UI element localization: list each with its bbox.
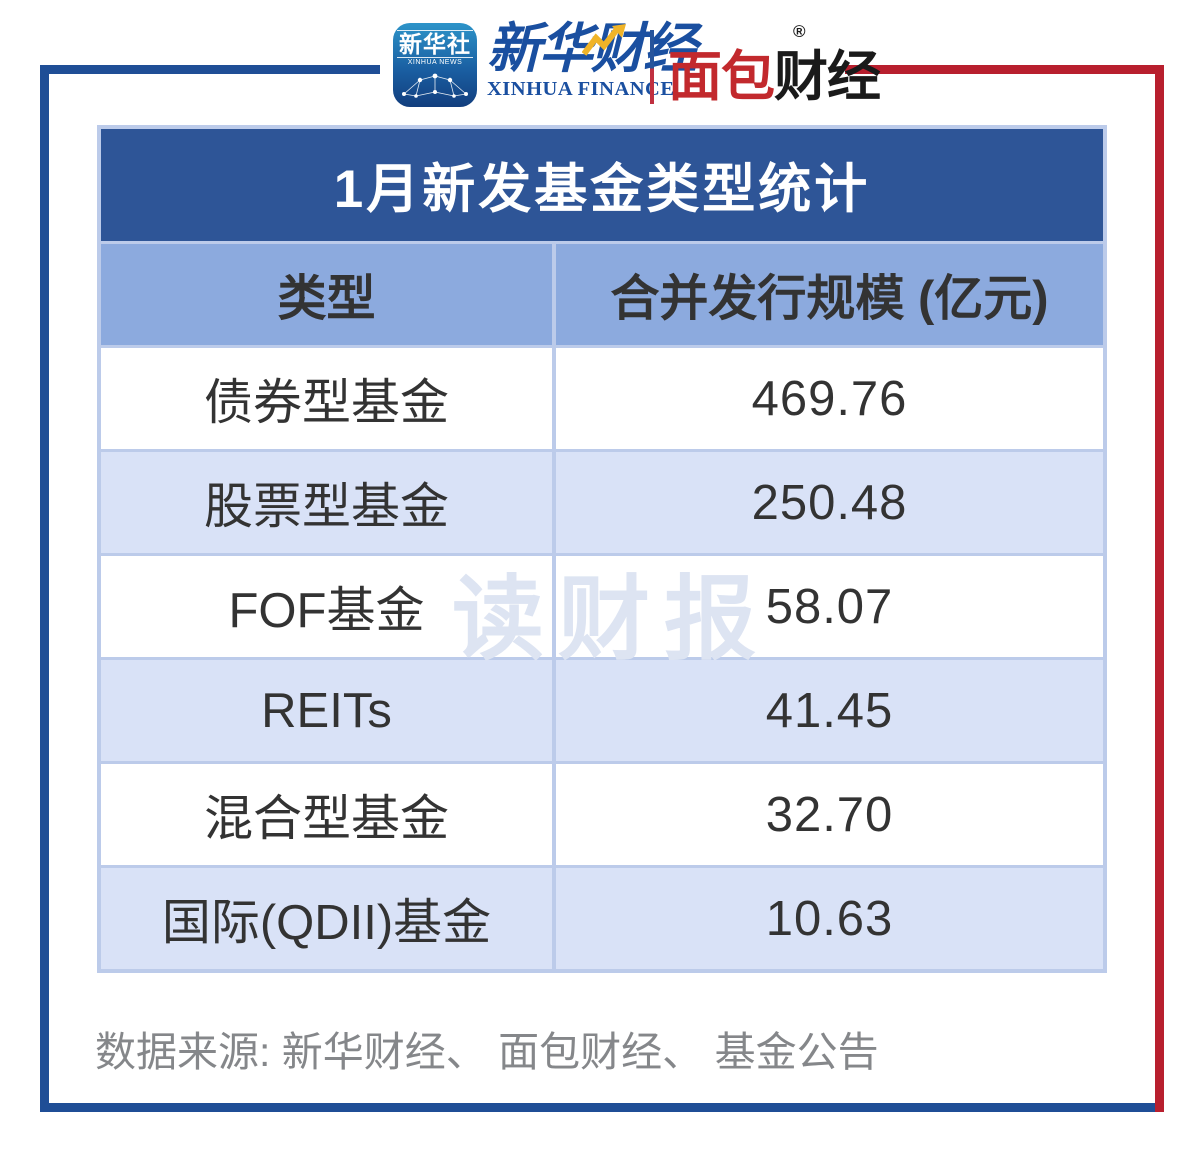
frame-border-top-red <box>845 65 1164 74</box>
table-row: FOF基金 58.07 <box>101 556 1103 657</box>
bread-finance-cn-red: 面包 <box>668 47 775 107</box>
bread-finance-cn-black: 财经 <box>774 47 881 107</box>
fund-value-cell: 41.45 <box>556 660 1103 761</box>
fund-type-table: 1月新发基金类型统计 类型 合并发行规模 (亿元) 债券型基金 469.76 股… <box>97 125 1107 973</box>
bread-finance-logo: 面包财经 ® <box>668 22 881 107</box>
fund-type-cell: 股票型基金 <box>101 452 552 553</box>
frame-border-bottom <box>40 1103 1155 1112</box>
frame-border-top-blue <box>40 65 380 74</box>
frame-border-right <box>1155 65 1164 1112</box>
fund-value-cell: 469.76 <box>556 348 1103 449</box>
table-row: 股票型基金 250.48 <box>101 452 1103 553</box>
fund-value-cell: 32.70 <box>556 764 1103 865</box>
registered-trademark-icon: ® <box>793 22 806 41</box>
table-row: REITs 41.45 <box>101 660 1103 761</box>
xinhua-finance-en-label: XINHUA FINANCE <box>487 78 675 100</box>
fund-type-cell: 债券型基金 <box>101 348 552 449</box>
table-row: 国际(QDII)基金 10.63 <box>101 868 1103 969</box>
logo-bar: 新华社 XINHUA NEWS 新华财经 XINHUA FINANCE <box>0 0 1204 115</box>
fund-value-cell: 58.07 <box>556 556 1103 657</box>
fund-type-cell: REITs <box>101 660 552 761</box>
frame-border-left <box>40 65 49 1112</box>
fund-value-cell: 250.48 <box>556 452 1103 553</box>
table-row: 混合型基金 32.70 <box>101 764 1103 865</box>
column-header-scale: 合并发行规模 (亿元) <box>556 244 1103 345</box>
table-title: 1月新发基金类型统计 <box>101 129 1103 241</box>
table-row: 债券型基金 469.76 <box>101 348 1103 449</box>
column-header-type: 类型 <box>101 244 552 345</box>
table-body: 债券型基金 469.76 股票型基金 250.48 FOF基金 58.07 RE… <box>101 348 1103 969</box>
fund-type-cell: 混合型基金 <box>101 764 552 865</box>
xinhua-news-icon-label: 新华社 <box>397 30 473 59</box>
xinhua-news-icon-sublabel: XINHUA NEWS <box>407 59 463 67</box>
gold-arrow-icon <box>582 24 626 56</box>
fund-type-cell: 国际(QDII)基金 <box>101 868 552 969</box>
xinhua-finance-cn-label: 新华财经 <box>487 19 697 79</box>
table-header-row: 类型 合并发行规模 (亿元) <box>101 244 1103 345</box>
xinhua-news-app-icon: 新华社 XINHUA NEWS <box>393 23 477 107</box>
logo-divider <box>650 30 654 104</box>
fund-type-cell: FOF基金 <box>101 556 552 657</box>
xinhua-finance-logo: 新华财经 XINHUA FINANCE <box>487 19 697 112</box>
data-source-text: 数据来源: 新华财经、 面包财经、 基金公告 <box>95 1029 879 1075</box>
network-pattern-icon <box>402 74 468 99</box>
fund-value-cell: 10.63 <box>556 868 1103 969</box>
